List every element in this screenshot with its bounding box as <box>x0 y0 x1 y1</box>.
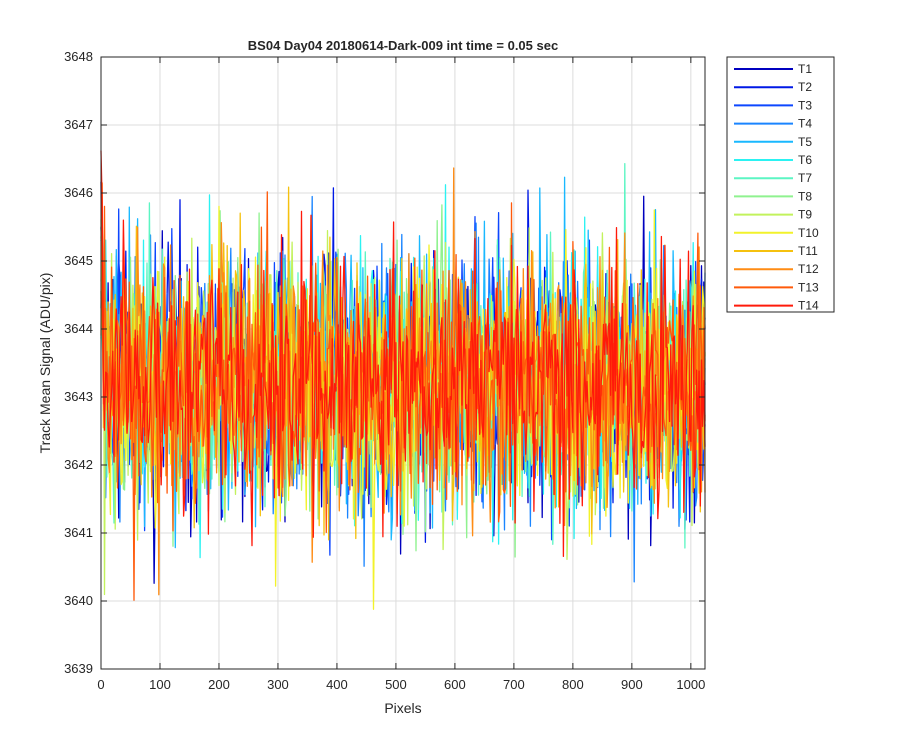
plot-frame <box>100 56 706 670</box>
x-tick-label: 200 <box>208 677 230 692</box>
legend-label-t5: T5 <box>798 135 812 149</box>
x-tick-label: 900 <box>621 677 643 692</box>
legend: T1 T2 T3 T4 T5 T6 T7 T8 T9 T10 T11 T12 T13 T14 <box>726 56 835 313</box>
series-line-t14 <box>100 150 706 558</box>
series-group <box>100 150 706 610</box>
x-tick-label: 100 <box>149 677 171 692</box>
legend-label-t12: T12 <box>798 262 819 276</box>
chart-title: BS04 Day04 20180614-Dark-009 int time = … <box>248 38 558 53</box>
y-tick-label: 3648 <box>64 49 93 64</box>
legend-label-t13: T13 <box>798 280 819 294</box>
x-tick-label: 800 <box>562 677 584 692</box>
y-tick-label: 3645 <box>64 253 93 268</box>
y-tick-label: 3641 <box>64 525 93 540</box>
legend-label-t3: T3 <box>798 98 812 112</box>
legend-label-t9: T9 <box>798 208 812 222</box>
y-tick-label: 3639 <box>64 661 93 676</box>
x-tick-label: 700 <box>503 677 525 692</box>
legend-label-t6: T6 <box>798 153 812 167</box>
y-tick-label: 3647 <box>64 117 93 132</box>
y-tick-label: 3644 <box>64 321 93 336</box>
x-tick-label: 500 <box>385 677 407 692</box>
legend-label-t1: T1 <box>798 62 812 76</box>
y-tick-label: 3640 <box>64 593 93 608</box>
legend-label-t10: T10 <box>798 226 819 240</box>
x-tick-label: 600 <box>444 677 466 692</box>
x-tick-label: 300 <box>267 677 289 692</box>
legend-label-t11: T11 <box>798 244 818 258</box>
legend-label-t4: T4 <box>798 117 812 131</box>
ticks: 0 100 200 300 400 500 600 700 800 900 1000 3639 3640… <box>64 49 705 692</box>
legend-label-t8: T8 <box>798 189 812 203</box>
legend-label-t7: T7 <box>798 171 812 185</box>
y-tick-label: 3643 <box>64 389 93 404</box>
y-tick-label: 3642 <box>64 457 93 472</box>
y-tick-label: 3646 <box>64 185 93 200</box>
x-tick-label: 400 <box>326 677 348 692</box>
legend-label-t2: T2 <box>798 80 812 94</box>
x-tick-label: 1000 <box>676 677 705 692</box>
x-axis-label: Pixels <box>384 700 421 716</box>
x-tick-label: 0 <box>97 677 104 692</box>
legend-label-t14: T14 <box>798 299 819 313</box>
y-axis-label: Track Mean Signal (ADU/pix) <box>37 273 53 454</box>
